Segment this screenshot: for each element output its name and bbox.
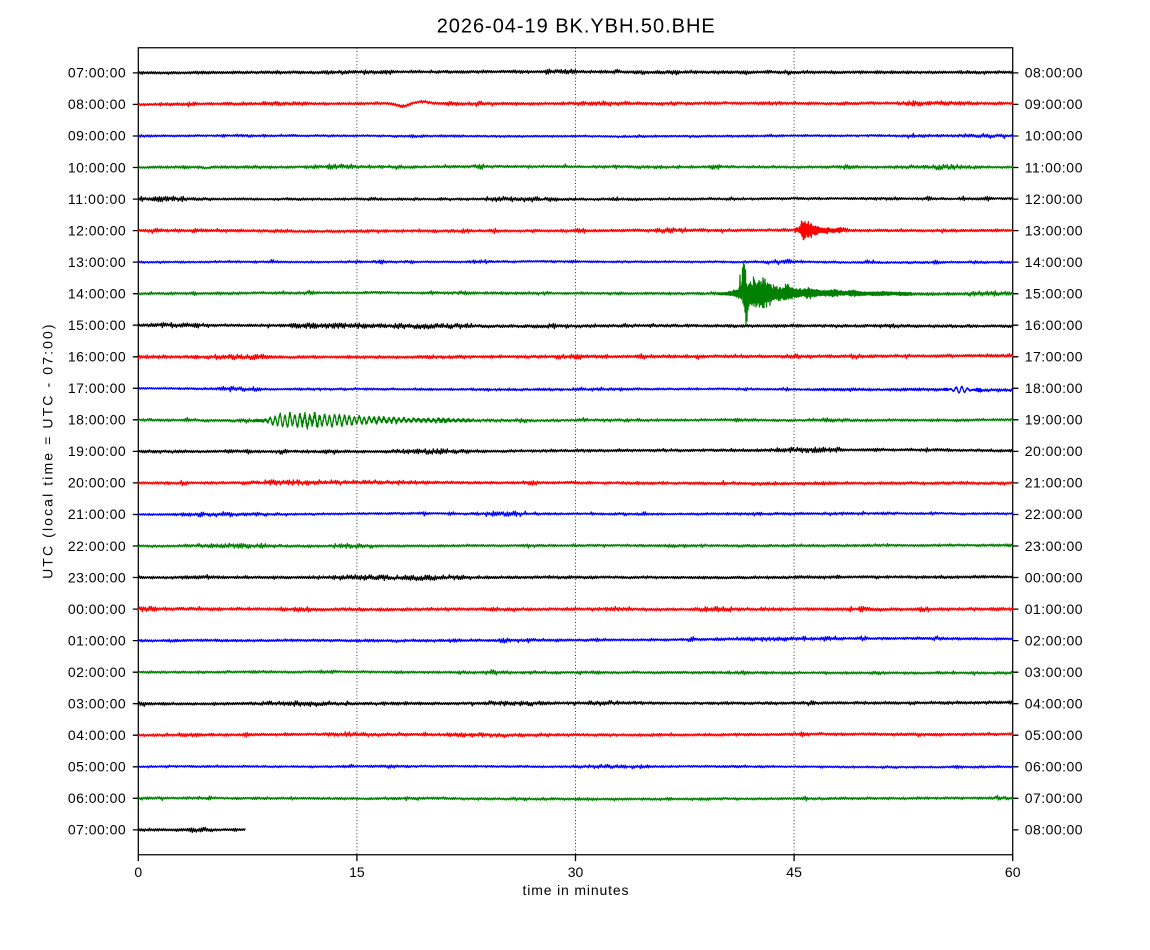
- svg-text:13:00:00: 13:00:00: [1025, 222, 1083, 238]
- svg-text:21:00:00: 21:00:00: [68, 506, 126, 522]
- svg-text:15: 15: [349, 864, 365, 880]
- svg-text:06:00:00: 06:00:00: [1025, 759, 1083, 775]
- svg-text:20:00:00: 20:00:00: [68, 475, 126, 491]
- svg-text:14:00:00: 14:00:00: [68, 285, 126, 301]
- svg-text:15:00:00: 15:00:00: [68, 317, 126, 333]
- svg-text:09:00:00: 09:00:00: [1025, 96, 1083, 112]
- svg-text:10:00:00: 10:00:00: [68, 159, 126, 175]
- svg-text:07:00:00: 07:00:00: [68, 65, 126, 81]
- svg-text:04:00:00: 04:00:00: [68, 727, 126, 743]
- svg-text:03:00:00: 03:00:00: [1025, 664, 1083, 680]
- svg-text:12:00:00: 12:00:00: [1025, 191, 1083, 207]
- svg-text:30: 30: [568, 864, 584, 880]
- svg-text:17:00:00: 17:00:00: [68, 380, 126, 396]
- svg-text:0: 0: [134, 864, 142, 880]
- svg-text:02:00:00: 02:00:00: [1025, 632, 1083, 648]
- svg-text:03:00:00: 03:00:00: [68, 695, 126, 711]
- svg-text:08:00:00: 08:00:00: [68, 96, 126, 112]
- svg-text:04:00:00: 04:00:00: [1025, 695, 1083, 711]
- svg-text:UTC (local time = UTC - 07:00): UTC (local time = UTC - 07:00): [39, 324, 55, 579]
- svg-text:05:00:00: 05:00:00: [68, 759, 126, 775]
- svg-text:20:00:00: 20:00:00: [1025, 443, 1083, 459]
- svg-text:00:00:00: 00:00:00: [1025, 569, 1083, 585]
- svg-text:01:00:00: 01:00:00: [68, 632, 126, 648]
- svg-text:21:00:00: 21:00:00: [1025, 475, 1083, 491]
- svg-text:19:00:00: 19:00:00: [1025, 412, 1083, 428]
- svg-text:07:00:00: 07:00:00: [1025, 790, 1083, 806]
- svg-text:10:00:00: 10:00:00: [1025, 128, 1083, 144]
- svg-text:15:00:00: 15:00:00: [1025, 285, 1083, 301]
- svg-text:time in minutes: time in minutes: [523, 882, 629, 898]
- svg-text:13:00:00: 13:00:00: [68, 254, 126, 270]
- svg-text:07:00:00: 07:00:00: [68, 822, 126, 838]
- svg-text:11:00:00: 11:00:00: [1025, 159, 1083, 175]
- svg-text:19:00:00: 19:00:00: [68, 443, 126, 459]
- svg-text:22:00:00: 22:00:00: [68, 538, 126, 554]
- svg-text:11:00:00: 11:00:00: [68, 191, 126, 207]
- svg-text:60: 60: [1005, 864, 1021, 880]
- svg-text:18:00:00: 18:00:00: [68, 412, 126, 428]
- svg-text:02:00:00: 02:00:00: [68, 664, 126, 680]
- svg-text:2026-04-19 BK.YBH.50.BHE: 2026-04-19 BK.YBH.50.BHE: [437, 16, 715, 38]
- svg-text:14:00:00: 14:00:00: [1025, 254, 1083, 270]
- svg-text:12:00:00: 12:00:00: [68, 222, 126, 238]
- svg-text:16:00:00: 16:00:00: [68, 349, 126, 365]
- svg-text:01:00:00: 01:00:00: [1025, 601, 1083, 617]
- svg-text:18:00:00: 18:00:00: [1025, 380, 1083, 396]
- svg-text:08:00:00: 08:00:00: [1025, 822, 1083, 838]
- svg-text:23:00:00: 23:00:00: [1025, 538, 1083, 554]
- svg-text:16:00:00: 16:00:00: [1025, 317, 1083, 333]
- svg-text:09:00:00: 09:00:00: [68, 128, 126, 144]
- svg-text:17:00:00: 17:00:00: [1025, 349, 1083, 365]
- svg-text:23:00:00: 23:00:00: [68, 569, 126, 585]
- svg-text:05:00:00: 05:00:00: [1025, 727, 1083, 743]
- svg-text:06:00:00: 06:00:00: [68, 790, 126, 806]
- svg-text:22:00:00: 22:00:00: [1025, 506, 1083, 522]
- svg-text:08:00:00: 08:00:00: [1025, 65, 1083, 81]
- svg-text:00:00:00: 00:00:00: [68, 601, 126, 617]
- svg-text:45: 45: [786, 864, 802, 880]
